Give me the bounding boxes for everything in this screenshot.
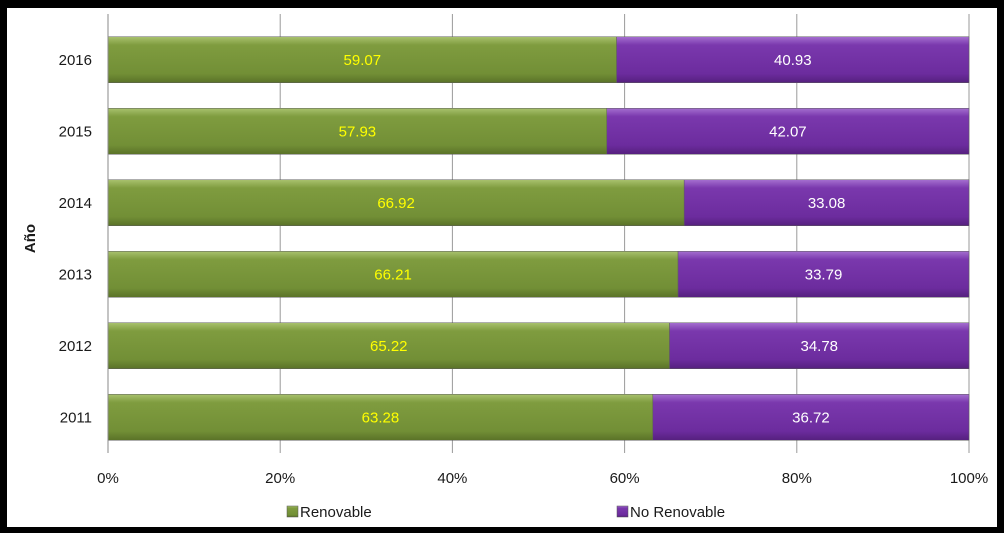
- bar-renovable-2013: [107, 251, 679, 298]
- data-label: 34.78: [800, 338, 838, 355]
- x-tick-label: 60%: [610, 470, 640, 487]
- bar-renovable-2012: [107, 322, 670, 369]
- legend-label: Renovable: [300, 504, 372, 521]
- data-label: 63.28: [362, 409, 400, 426]
- data-label: 66.92: [377, 195, 415, 212]
- data-label: 57.93: [339, 123, 377, 140]
- bar-no-renovable-2014: [683, 179, 970, 226]
- bar-renovable-2014: [107, 179, 685, 226]
- y-axis-title: Año: [22, 224, 39, 253]
- gridlines: [279, 14, 970, 453]
- data-label: 33.08: [808, 195, 846, 212]
- bar-no-renovable-2016: [616, 36, 970, 83]
- data-label: 65.22: [370, 338, 408, 355]
- x-tick-labels: 0% 20% 40% 60% 80% 100%: [97, 470, 988, 487]
- bar-no-renovable-2013: [677, 251, 970, 298]
- y-tick-label: 2012: [59, 338, 92, 355]
- data-label: 40.93: [774, 52, 812, 69]
- y-tick-label: 2011: [60, 409, 92, 426]
- bar-renovable-2016: [107, 36, 617, 83]
- legend-label: No Renovable: [630, 504, 725, 521]
- y-tick-labels: 2016 2015 2014 2013 2012 2011: [59, 52, 92, 427]
- y-tick-label: 2015: [59, 123, 92, 140]
- data-label: 33.79: [805, 266, 843, 283]
- y-tick-label: 2014: [59, 195, 92, 212]
- bars: 59.07 40.93 57.93 42.07 66.92 33.08 66.21 33.79…: [107, 36, 970, 441]
- bar-renovable-2015: [107, 108, 608, 155]
- legend-swatch: [286, 505, 299, 518]
- stacked-bar-chart: 59.07 40.93 57.93 42.07 66.92 33.08 66.21 33.79…: [22, 14, 988, 521]
- x-tick-label: 20%: [265, 470, 295, 487]
- data-label: 66.21: [374, 266, 412, 283]
- bar-no-renovable-2011: [652, 394, 970, 441]
- bar-no-renovable-2012: [669, 322, 970, 369]
- x-tick-label: 40%: [437, 470, 467, 487]
- y-tick-label: 2013: [59, 266, 92, 283]
- data-label: 42.07: [769, 123, 807, 140]
- y-tick-label: 2016: [59, 52, 92, 69]
- legend: Renovable No Renovable: [286, 504, 725, 521]
- bar-renovable-2011: [107, 394, 654, 441]
- data-label: 36.72: [792, 409, 830, 426]
- x-tick-label: 80%: [782, 470, 812, 487]
- x-tick-label: 100%: [950, 470, 988, 487]
- chart-frame: 59.07 40.93 57.93 42.07 66.92 33.08 66.21 33.79…: [7, 8, 997, 527]
- data-label: 59.07: [344, 52, 382, 69]
- x-tick-label: 0%: [97, 470, 119, 487]
- bar-no-renovable-2015: [606, 108, 970, 155]
- legend-swatch: [616, 505, 629, 518]
